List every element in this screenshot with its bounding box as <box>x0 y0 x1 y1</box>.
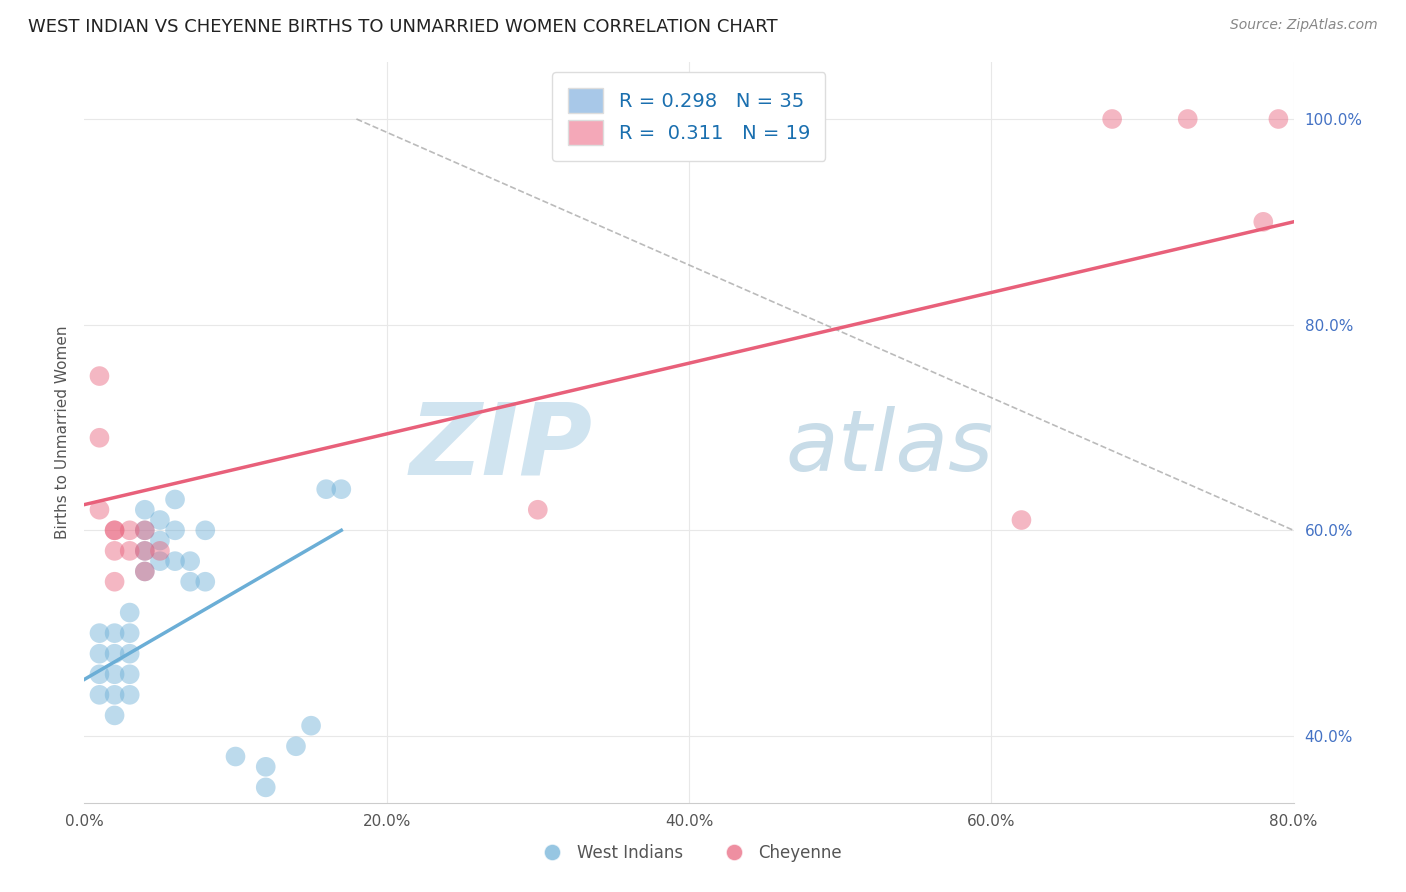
Point <box>134 565 156 579</box>
Point <box>118 647 141 661</box>
Point <box>104 688 127 702</box>
Point <box>194 524 217 538</box>
Point <box>118 544 141 558</box>
Point <box>104 667 127 681</box>
Point <box>285 739 308 754</box>
Point <box>225 749 247 764</box>
Point <box>165 492 187 507</box>
Point <box>89 667 111 681</box>
Point <box>1101 112 1123 126</box>
Point <box>118 606 141 620</box>
Point <box>1011 513 1033 527</box>
Point <box>1177 112 1199 126</box>
Point <box>179 574 201 589</box>
Point <box>104 708 127 723</box>
Point <box>104 574 127 589</box>
Point <box>149 554 172 568</box>
Point <box>149 513 172 527</box>
Point <box>89 369 111 384</box>
Point <box>527 502 550 516</box>
Point <box>104 626 127 640</box>
Point <box>254 760 277 774</box>
Point <box>134 502 156 516</box>
Point <box>118 688 141 702</box>
Point <box>165 554 187 568</box>
Text: Source: ZipAtlas.com: Source: ZipAtlas.com <box>1230 18 1378 32</box>
Point <box>89 431 111 445</box>
Point <box>134 524 156 538</box>
Point <box>89 502 111 516</box>
Point <box>118 626 141 640</box>
Point <box>134 524 156 538</box>
Point <box>89 647 111 661</box>
Point <box>89 626 111 640</box>
Point <box>194 574 217 589</box>
Point <box>134 565 156 579</box>
Point <box>179 554 201 568</box>
Point <box>104 524 127 538</box>
Text: ZIP: ZIP <box>409 399 592 496</box>
Point <box>315 482 337 496</box>
Y-axis label: Births to Unmarried Women: Births to Unmarried Women <box>55 326 70 540</box>
Point <box>104 544 127 558</box>
Point <box>104 647 127 661</box>
Text: WEST INDIAN VS CHEYENNE BIRTHS TO UNMARRIED WOMEN CORRELATION CHART: WEST INDIAN VS CHEYENNE BIRTHS TO UNMARR… <box>28 18 778 36</box>
Point <box>1267 112 1289 126</box>
Point <box>104 524 127 538</box>
Point <box>1253 215 1275 229</box>
Point <box>149 544 172 558</box>
Point <box>165 524 187 538</box>
Legend: West Indians, Cheyenne: West Indians, Cheyenne <box>529 838 849 869</box>
Point <box>149 533 172 548</box>
Point <box>254 780 277 795</box>
Point <box>330 482 353 496</box>
Point <box>134 544 156 558</box>
Point <box>118 667 141 681</box>
Point <box>134 544 156 558</box>
Point <box>118 524 141 538</box>
Point <box>299 719 322 733</box>
Text: atlas: atlas <box>786 406 994 489</box>
Point <box>89 688 111 702</box>
